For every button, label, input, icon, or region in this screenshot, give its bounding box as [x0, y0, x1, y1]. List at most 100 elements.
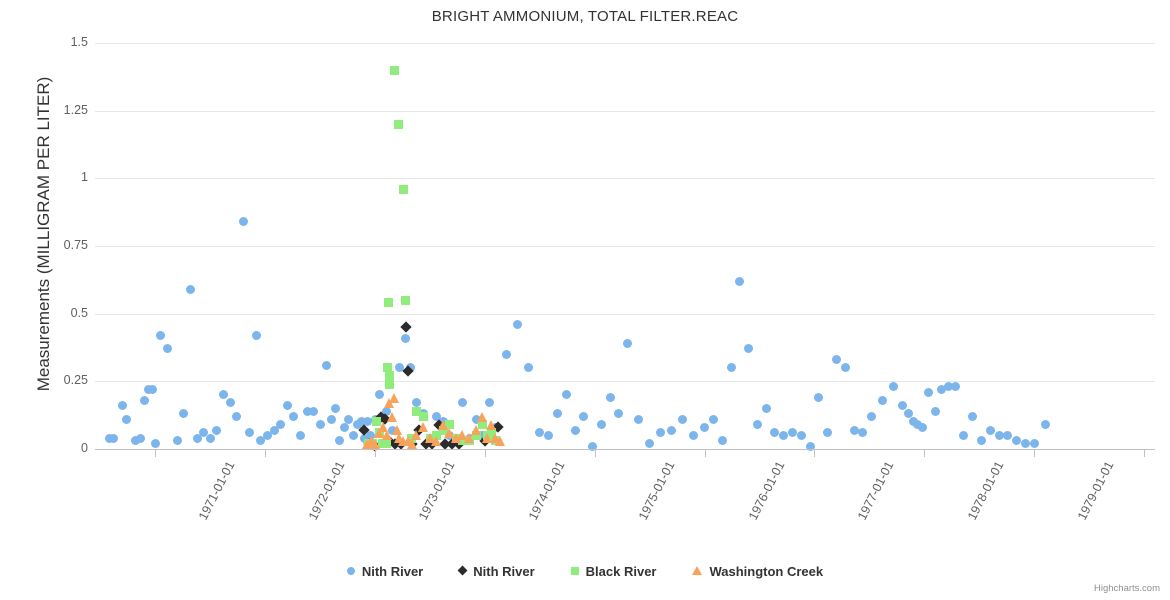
data-point[interactable]	[717, 436, 727, 446]
data-point[interactable]	[645, 439, 655, 449]
data-point[interactable]	[796, 430, 806, 440]
data-point[interactable]	[458, 398, 468, 408]
data-point[interactable]	[805, 441, 815, 451]
data-point[interactable]	[656, 428, 666, 438]
data-point[interactable]	[487, 428, 497, 438]
data-point[interactable]	[471, 430, 481, 440]
data-point[interactable]	[544, 430, 554, 440]
data-point[interactable]	[708, 414, 718, 424]
data-point[interactable]	[431, 435, 442, 446]
data-point[interactable]	[889, 382, 899, 392]
data-point[interactable]	[924, 387, 934, 397]
data-point[interactable]	[366, 430, 376, 440]
data-point[interactable]	[371, 417, 381, 427]
data-point[interactable]	[535, 428, 545, 438]
data-point[interactable]	[412, 398, 422, 408]
data-point[interactable]	[438, 425, 448, 435]
data-point[interactable]	[1040, 420, 1050, 430]
data-point[interactable]	[561, 390, 571, 400]
data-point[interactable]	[186, 284, 196, 294]
data-point[interactable]	[1020, 439, 1030, 449]
data-point[interactable]	[269, 425, 279, 435]
data-point[interactable]	[481, 433, 492, 444]
data-point[interactable]	[331, 403, 341, 413]
data-point[interactable]	[840, 363, 850, 373]
data-point[interactable]	[1003, 430, 1013, 440]
data-point[interactable]	[502, 349, 512, 359]
data-point[interactable]	[814, 393, 824, 403]
data-point[interactable]	[878, 395, 888, 405]
data-point[interactable]	[552, 409, 562, 419]
data-point[interactable]	[406, 438, 417, 449]
data-point[interactable]	[383, 397, 394, 408]
data-point[interactable]	[445, 420, 455, 430]
data-point[interactable]	[411, 430, 422, 441]
data-point[interactable]	[387, 411, 398, 422]
data-point[interactable]	[131, 436, 141, 446]
data-point[interactable]	[735, 276, 745, 286]
data-point[interactable]	[276, 420, 286, 430]
data-point[interactable]	[362, 417, 372, 427]
data-point[interactable]	[484, 398, 494, 408]
data-point[interactable]	[393, 119, 403, 129]
data-point[interactable]	[309, 406, 319, 416]
data-point[interactable]	[943, 382, 953, 392]
data-point[interactable]	[399, 184, 409, 194]
data-point[interactable]	[623, 338, 633, 348]
data-point[interactable]	[432, 412, 442, 422]
data-point[interactable]	[192, 433, 202, 443]
data-point[interactable]	[614, 409, 624, 419]
data-point[interactable]	[232, 412, 242, 422]
data-point[interactable]	[432, 430, 442, 440]
data-point[interactable]	[373, 427, 384, 438]
data-point[interactable]	[823, 428, 833, 438]
data-point[interactable]	[477, 411, 488, 422]
data-point[interactable]	[761, 403, 771, 413]
data-point[interactable]	[401, 295, 411, 305]
data-point[interactable]	[678, 414, 688, 424]
data-point[interactable]	[147, 384, 157, 394]
data-point[interactable]	[212, 425, 222, 435]
data-point[interactable]	[384, 371, 394, 381]
data-point[interactable]	[256, 436, 266, 446]
data-point[interactable]	[156, 330, 166, 340]
data-point[interactable]	[378, 422, 389, 433]
data-point[interactable]	[417, 422, 428, 433]
data-point[interactable]	[976, 436, 986, 446]
data-point[interactable]	[315, 420, 325, 430]
data-point[interactable]	[858, 428, 868, 438]
data-point[interactable]	[831, 355, 841, 365]
data-point[interactable]	[596, 420, 606, 430]
data-point[interactable]	[199, 428, 209, 438]
data-point[interactable]	[994, 430, 1004, 440]
data-point[interactable]	[471, 414, 481, 424]
data-point[interactable]	[494, 435, 505, 446]
data-point[interactable]	[634, 414, 644, 424]
data-point[interactable]	[139, 395, 149, 405]
data-point[interactable]	[383, 298, 393, 308]
data-point[interactable]	[744, 344, 754, 354]
data-point[interactable]	[450, 433, 461, 444]
data-point[interactable]	[335, 436, 345, 446]
data-point[interactable]	[917, 422, 927, 432]
legend-item-0[interactable]: Nith River	[346, 563, 423, 579]
data-point[interactable]	[968, 412, 978, 422]
data-point[interactable]	[219, 390, 229, 400]
data-point[interactable]	[849, 425, 859, 435]
data-point[interactable]	[251, 330, 261, 340]
data-point[interactable]	[588, 441, 598, 451]
data-point[interactable]	[245, 428, 255, 438]
data-point[interactable]	[282, 401, 292, 411]
data-point[interactable]	[570, 425, 580, 435]
data-point[interactable]	[382, 363, 392, 373]
data-point[interactable]	[225, 398, 235, 408]
legend-item-2[interactable]: Black River	[570, 563, 656, 579]
data-point[interactable]	[457, 430, 468, 441]
data-point[interactable]	[726, 363, 736, 373]
legend-item-3[interactable]: Washington Creek	[692, 563, 823, 579]
data-point[interactable]	[359, 433, 369, 443]
data-point[interactable]	[904, 409, 914, 419]
data-point[interactable]	[326, 414, 336, 424]
data-point[interactable]	[486, 419, 497, 430]
data-point[interactable]	[418, 412, 428, 422]
